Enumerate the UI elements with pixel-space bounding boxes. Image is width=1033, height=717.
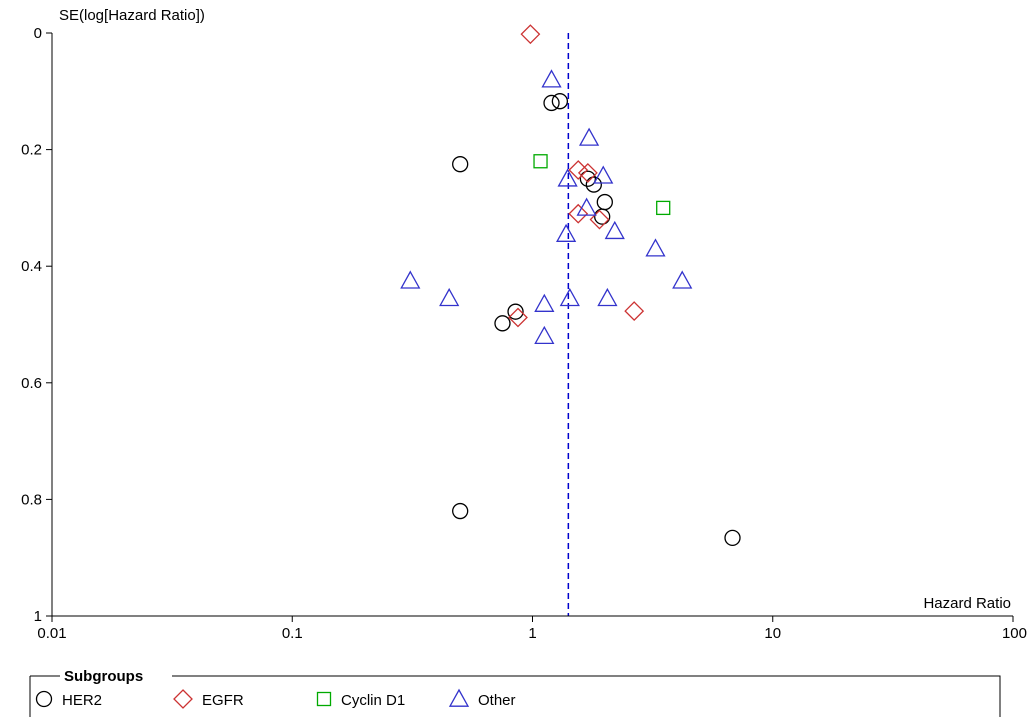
- egfr-point: [520, 24, 541, 45]
- other-point: [556, 223, 577, 242]
- her2-point: [594, 208, 611, 225]
- other-point: [576, 197, 597, 216]
- other-point: [541, 69, 562, 88]
- her2-point: [452, 502, 469, 520]
- her2-point: [724, 529, 741, 547]
- legend-her2-label: HER2: [62, 692, 102, 709]
- other-point: [557, 168, 578, 187]
- y-tick-label: 1: [34, 608, 42, 625]
- y-axis-ticks: 0 0.2 0.4 0.6 0.8 1: [21, 25, 52, 625]
- legend-egfr-symbol: [173, 689, 193, 709]
- y-axis-title: SE(log[Hazard Ratio]): [59, 7, 205, 24]
- egfr-point: [577, 163, 598, 183]
- her2-point: [596, 193, 613, 211]
- other-point: [578, 127, 600, 146]
- her2-point: [494, 315, 511, 332]
- egfr-point: [568, 203, 589, 224]
- legend-other-label: Other: [478, 692, 516, 709]
- x-tick-label: 100: [1002, 625, 1027, 642]
- cyclin-d1-point: [656, 200, 671, 216]
- other-point: [559, 287, 580, 307]
- x-tick-label: 0.1: [282, 625, 303, 642]
- legend-her2-symbol: [35, 690, 53, 708]
- y-tick-label: 0.2: [21, 142, 42, 159]
- her2-point: [585, 176, 602, 193]
- egfr-point: [508, 307, 528, 328]
- legend-frame: [29, 675, 1001, 717]
- legend: Subgroups HER2 EGFR Cyclin D1 Other: [29, 668, 1001, 717]
- data-points: [400, 24, 741, 547]
- egfr-point: [589, 209, 610, 230]
- other-point: [593, 165, 614, 184]
- her2-point: [452, 156, 469, 173]
- other-point: [645, 238, 666, 257]
- legend-other-symbol: [448, 688, 470, 707]
- other-point: [672, 270, 693, 289]
- x-axis-title: Hazard Ratio: [923, 595, 1011, 612]
- legend-title: Subgroups: [64, 668, 143, 685]
- other-point: [534, 293, 555, 312]
- y-tick-label: 0: [34, 25, 42, 42]
- other-point: [604, 220, 625, 240]
- legend-egfr-label: EGFR: [202, 692, 244, 709]
- y-tick-label: 0.8: [21, 491, 42, 508]
- other-point: [400, 270, 421, 289]
- cyclin-d1-point: [533, 154, 548, 169]
- x-tick-label: 10: [764, 625, 781, 642]
- her2-point: [551, 93, 569, 110]
- her2-point: [507, 303, 524, 320]
- legend-cyclin-d1-label: Cyclin D1: [341, 692, 405, 709]
- y-tick-label: 0.4: [21, 258, 42, 275]
- her2-point: [543, 94, 560, 112]
- legend-cyclin-d1-symbol: [316, 691, 332, 707]
- y-tick-label: 0.6: [21, 375, 42, 392]
- egfr-point: [624, 301, 645, 322]
- x-tick-label: 1: [528, 625, 536, 642]
- other-point: [439, 287, 460, 307]
- x-tick-label: 0.01: [37, 625, 66, 642]
- x-axis-ticks: 0.01 0.1 1 10 100: [37, 616, 1027, 642]
- her2-point: [579, 170, 597, 187]
- other-point: [597, 287, 618, 307]
- other-point: [534, 325, 555, 345]
